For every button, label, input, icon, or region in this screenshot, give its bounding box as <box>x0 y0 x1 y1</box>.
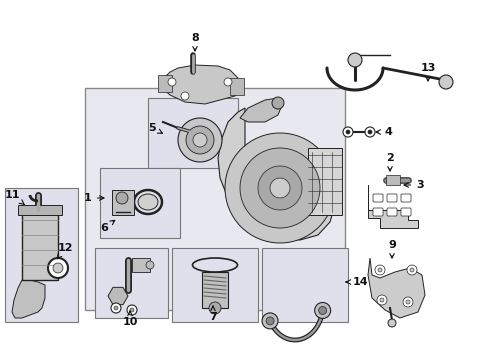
Text: 14: 14 <box>346 277 368 287</box>
Polygon shape <box>218 108 335 240</box>
Circle shape <box>378 268 382 272</box>
Bar <box>132 258 150 272</box>
Circle shape <box>186 126 214 154</box>
Bar <box>112 190 134 215</box>
Circle shape <box>240 148 320 228</box>
Circle shape <box>348 53 362 67</box>
Circle shape <box>111 303 121 313</box>
Circle shape <box>346 130 350 134</box>
Bar <box>230 78 244 95</box>
Circle shape <box>343 127 353 137</box>
Bar <box>22 210 58 280</box>
Text: 1: 1 <box>84 193 104 203</box>
Bar <box>308 148 342 215</box>
Text: 7: 7 <box>209 306 217 322</box>
Text: 6: 6 <box>100 220 115 233</box>
Text: 5: 5 <box>148 123 162 133</box>
Text: 9: 9 <box>388 240 396 258</box>
Polygon shape <box>368 258 425 318</box>
FancyBboxPatch shape <box>373 208 383 216</box>
Circle shape <box>114 306 118 310</box>
Text: 2: 2 <box>386 153 394 171</box>
Circle shape <box>377 295 387 305</box>
Text: 13: 13 <box>420 63 436 81</box>
FancyBboxPatch shape <box>401 208 411 216</box>
Circle shape <box>130 308 134 312</box>
Polygon shape <box>108 287 128 305</box>
Bar <box>95 248 168 318</box>
Polygon shape <box>162 65 240 104</box>
Text: 3: 3 <box>404 180 424 190</box>
FancyBboxPatch shape <box>387 194 397 202</box>
Bar <box>85 88 345 310</box>
Circle shape <box>403 297 413 307</box>
Text: 10: 10 <box>122 311 138 327</box>
Polygon shape <box>368 185 418 228</box>
Bar <box>5 188 78 322</box>
Bar <box>386 175 400 185</box>
Circle shape <box>48 258 68 278</box>
Bar <box>100 168 180 238</box>
Bar <box>18 205 62 215</box>
Circle shape <box>224 78 232 86</box>
Circle shape <box>380 298 384 302</box>
Circle shape <box>193 133 207 147</box>
Circle shape <box>368 130 372 134</box>
Bar <box>202 272 228 308</box>
Ellipse shape <box>138 194 158 210</box>
Circle shape <box>365 127 375 137</box>
Circle shape <box>315 302 331 319</box>
Circle shape <box>168 78 176 86</box>
Polygon shape <box>12 280 45 318</box>
Circle shape <box>406 300 410 304</box>
Circle shape <box>209 302 221 314</box>
Circle shape <box>146 261 154 269</box>
Circle shape <box>178 118 222 162</box>
Circle shape <box>270 178 290 198</box>
FancyBboxPatch shape <box>401 194 411 202</box>
Circle shape <box>375 265 385 275</box>
Circle shape <box>53 263 63 273</box>
Circle shape <box>258 166 302 210</box>
Circle shape <box>407 265 417 275</box>
Circle shape <box>388 319 396 327</box>
Circle shape <box>225 133 335 243</box>
FancyBboxPatch shape <box>373 194 383 202</box>
Circle shape <box>262 313 278 329</box>
Bar <box>262 248 348 322</box>
Circle shape <box>410 268 414 272</box>
Circle shape <box>318 306 327 315</box>
Circle shape <box>127 305 137 315</box>
Circle shape <box>439 75 453 89</box>
Circle shape <box>116 192 128 204</box>
Circle shape <box>181 92 189 100</box>
Polygon shape <box>240 98 282 122</box>
Text: 8: 8 <box>191 33 199 51</box>
Bar <box>148 98 238 168</box>
Text: 4: 4 <box>376 127 392 137</box>
Text: 11: 11 <box>4 190 24 204</box>
Bar <box>172 248 258 322</box>
Circle shape <box>266 317 274 325</box>
Bar <box>158 75 172 92</box>
Text: 12: 12 <box>57 243 73 259</box>
Circle shape <box>272 97 284 109</box>
FancyBboxPatch shape <box>387 208 397 216</box>
